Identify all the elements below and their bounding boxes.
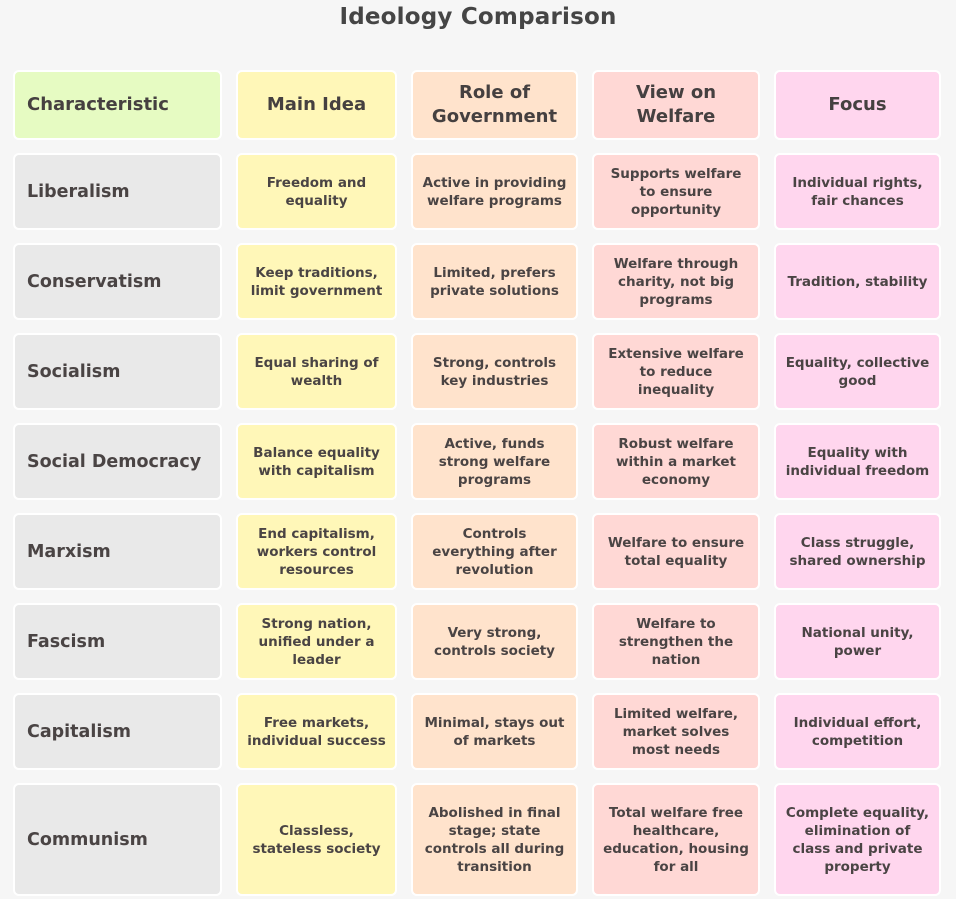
cell-role-of-government: Active in providing welfare programs bbox=[411, 153, 578, 230]
row-label-communism: Communism bbox=[13, 783, 222, 896]
row-label-capitalism: Capitalism bbox=[13, 693, 222, 770]
cell-main-idea: Free markets, individual success bbox=[236, 693, 397, 770]
cell-main-idea: Classless, stateless society bbox=[236, 783, 397, 896]
cell-view-on-welfare: Welfare through charity, not big program… bbox=[592, 243, 760, 320]
cell-role-of-government: Active, funds strong welfare programs bbox=[411, 423, 578, 500]
header-focus: Focus bbox=[774, 70, 941, 140]
cell-main-idea: Keep traditions, limit government bbox=[236, 243, 397, 320]
row-label-liberalism: Liberalism bbox=[13, 153, 222, 230]
cell-role-of-government: Minimal, stays out of markets bbox=[411, 693, 578, 770]
cell-main-idea: Balance equality with capitalism bbox=[236, 423, 397, 500]
cell-view-on-welfare: Welfare to ensure total equality bbox=[592, 513, 760, 590]
cell-focus: National unity, power bbox=[774, 603, 941, 680]
cell-focus: Equality with individual freedom bbox=[774, 423, 941, 500]
cell-role-of-government: Controls everything after revolution bbox=[411, 513, 578, 590]
cell-focus: Individual rights, fair chances bbox=[774, 153, 941, 230]
cell-view-on-welfare: Total welfare free healthcare, education… bbox=[592, 783, 760, 896]
header-view-on-welfare: View on Welfare bbox=[592, 70, 760, 140]
header-main-idea: Main Idea bbox=[236, 70, 397, 140]
cell-main-idea: Equal sharing of wealth bbox=[236, 333, 397, 410]
cell-focus: Complete equality, elimination of class … bbox=[774, 783, 941, 896]
cell-view-on-welfare: Welfare to strengthen the nation bbox=[592, 603, 760, 680]
row-label-fascism: Fascism bbox=[13, 603, 222, 680]
cell-main-idea: Strong nation, unified under a leader bbox=[236, 603, 397, 680]
cell-role-of-government: Strong, controls key industries bbox=[411, 333, 578, 410]
header-characteristic: Characteristic bbox=[13, 70, 222, 140]
cell-view-on-welfare: Robust welfare within a market economy bbox=[592, 423, 760, 500]
header-role-of-government: Role of Government bbox=[411, 70, 578, 140]
row-label-marxism: Marxism bbox=[13, 513, 222, 590]
cell-view-on-welfare: Supports welfare to ensure opportunity bbox=[592, 153, 760, 230]
page-title: Ideology Comparison bbox=[339, 4, 617, 30]
cell-view-on-welfare: Extensive welfare to reduce inequality bbox=[592, 333, 760, 410]
cell-role-of-government: Very strong, controls society bbox=[411, 603, 578, 680]
row-label-socialism: Socialism bbox=[13, 333, 222, 410]
row-label-conservatism: Conservatism bbox=[13, 243, 222, 320]
cell-main-idea: End capitalism, workers control resource… bbox=[236, 513, 397, 590]
cell-main-idea: Freedom and equality bbox=[236, 153, 397, 230]
cell-focus: Equality, collective good bbox=[774, 333, 941, 410]
cell-focus: Class struggle, shared ownership bbox=[774, 513, 941, 590]
cell-view-on-welfare: Limited welfare, market solves most need… bbox=[592, 693, 760, 770]
cell-focus: Tradition, stability bbox=[774, 243, 941, 320]
row-label-social-democracy: Social Democracy bbox=[13, 423, 222, 500]
cell-focus: Individual effort, competition bbox=[774, 693, 941, 770]
cell-role-of-government: Limited, prefers private solutions bbox=[411, 243, 578, 320]
comparison-table: Characteristic Main Idea Role of Governm… bbox=[13, 70, 941, 896]
cell-role-of-government: Abolished in final stage; state controls… bbox=[411, 783, 578, 896]
